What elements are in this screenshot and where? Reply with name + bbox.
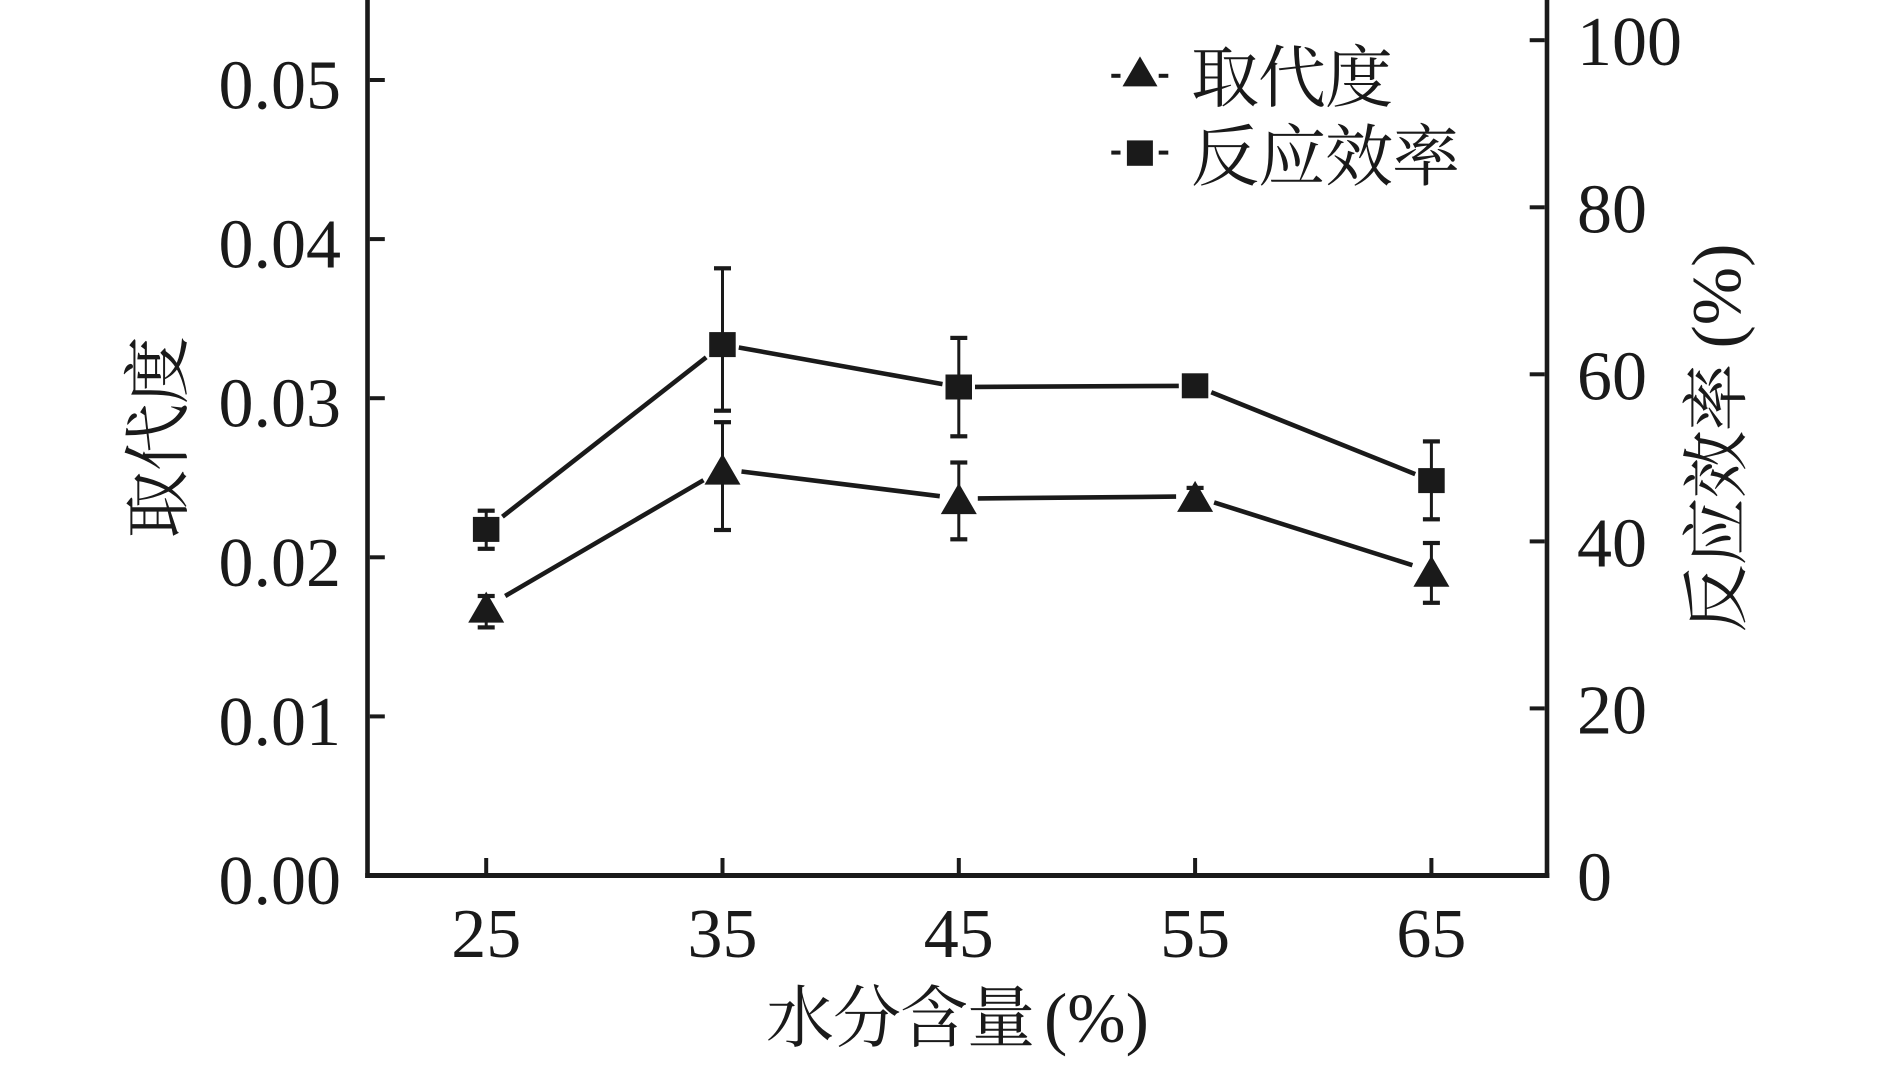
svg-text:0.05: 0.05 [219, 48, 342, 125]
svg-text:60: 60 [1577, 338, 1647, 415]
svg-text:100: 100 [1577, 4, 1682, 81]
svg-text:80: 80 [1577, 171, 1647, 248]
svg-text:0.04: 0.04 [219, 207, 342, 284]
svg-text:(%): (%) [1679, 244, 1756, 349]
svg-text:0.03: 0.03 [219, 366, 342, 443]
svg-text:25: 25 [451, 896, 521, 973]
svg-text:0.00: 0.00 [219, 843, 342, 920]
svg-text:55: 55 [1160, 896, 1230, 973]
svg-text:0.02: 0.02 [219, 525, 342, 602]
svg-text:0.01: 0.01 [219, 684, 342, 761]
svg-text:(%): (%) [1044, 981, 1149, 1058]
svg-text:20: 20 [1577, 672, 1647, 749]
svg-text:40: 40 [1577, 505, 1647, 582]
svg-text:65: 65 [1396, 896, 1466, 973]
svg-text:0: 0 [1577, 840, 1612, 917]
svg-text:35: 35 [688, 896, 758, 973]
svg-text:45: 45 [924, 896, 994, 973]
